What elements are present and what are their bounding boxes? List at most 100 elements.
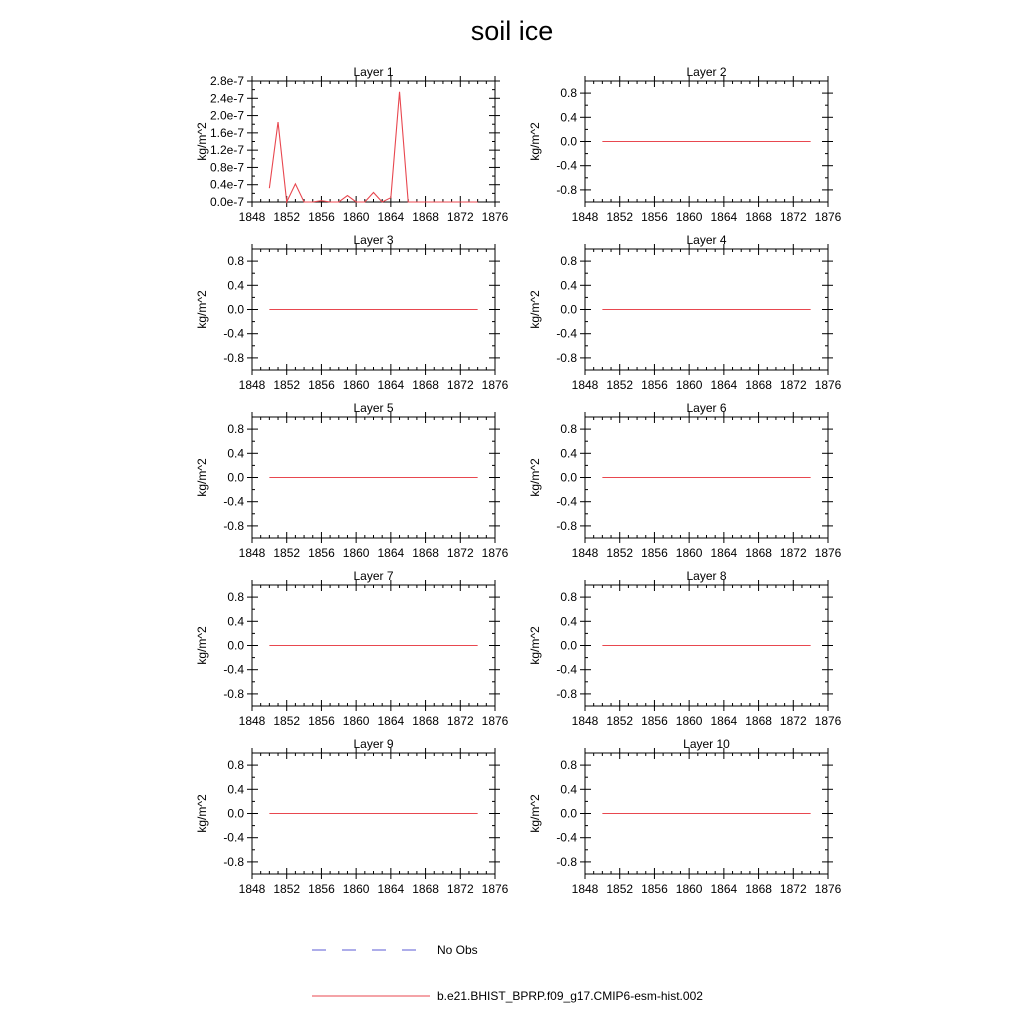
x-tick-label: 1876 (815, 882, 842, 896)
x-tick-label: 1872 (447, 210, 474, 224)
y-tick-label: 2.8e-7 (210, 74, 244, 88)
x-tick-label: 1852 (606, 546, 633, 560)
x-tick-label: 1876 (815, 714, 842, 728)
x-tick-label: 1848 (572, 546, 599, 560)
y-tick-label: -0.4 (223, 327, 244, 341)
y-tick-label: -0.8 (556, 687, 577, 701)
panel-layer-4: Layer 4 kg/m^2 1848 1852 1856 1860 1864 1868 187… (528, 233, 842, 392)
x-tick-label: 1872 (447, 546, 474, 560)
x-tick-label: 1872 (780, 714, 807, 728)
x-tick-label: 1868 (745, 882, 772, 896)
y-tick-label: 0.8 (560, 254, 577, 268)
x-tick-label: 1856 (641, 714, 668, 728)
y-tick-label: -0.8 (223, 519, 244, 533)
x-tick-label: 1848 (572, 882, 599, 896)
x-tick-label: 1852 (606, 714, 633, 728)
x-tick-label: 1872 (447, 378, 474, 392)
x-tick-label: 1872 (780, 882, 807, 896)
panel-layer-3: Layer 3 kg/m^2 1848 1852 1856 1860 1864 1868 187… (195, 233, 509, 392)
x-tick-label: 1860 (343, 882, 370, 896)
x-tick-label: 1876 (482, 546, 509, 560)
y-axis-label: kg/m^2 (195, 458, 209, 497)
y-axis-label: kg/m^2 (528, 458, 542, 497)
x-tick-label: 1868 (412, 714, 439, 728)
x-tick-label: 1860 (676, 882, 703, 896)
x-tick-label: 1876 (815, 210, 842, 224)
y-axis-label: kg/m^2 (528, 794, 542, 833)
y-tick-label: 0.0 (560, 639, 577, 653)
x-tick-label: 1848 (239, 714, 266, 728)
y-tick-label: 0.0e-7 (210, 195, 244, 209)
y-tick-label: -0.8 (556, 519, 577, 533)
x-tick-label: 1856 (641, 546, 668, 560)
x-tick-label: 1876 (482, 714, 509, 728)
y-tick-label: -0.8 (223, 855, 244, 869)
x-tick-label: 1852 (606, 882, 633, 896)
y-tick-label: -0.8 (556, 183, 577, 197)
x-tick-label: 1860 (343, 546, 370, 560)
y-tick-label: -0.4 (223, 495, 244, 509)
x-tick-label: 1848 (239, 378, 266, 392)
x-tick-label: 1860 (676, 546, 703, 560)
x-tick-label: 1868 (745, 210, 772, 224)
panel-title: Layer 8 (686, 569, 726, 583)
panel-title: Layer 7 (353, 569, 393, 583)
panel-title: Layer 1 (353, 65, 393, 79)
legend-label-2: b.e21.BHIST_BPRP.f09_g17.CMIP6-esm-hist.… (437, 989, 703, 1003)
y-axis-label: kg/m^2 (528, 626, 542, 665)
x-tick-label: 1856 (308, 882, 335, 896)
x-tick-label: 1848 (572, 378, 599, 392)
y-tick-label: -0.8 (556, 351, 577, 365)
panel-layer-7: Layer 7 kg/m^2 1848 1852 1856 1860 1864 1868 187… (195, 569, 509, 728)
y-tick-label: -0.4 (223, 831, 244, 845)
y-tick-label: -0.4 (556, 495, 577, 509)
x-tick-label: 1848 (239, 882, 266, 896)
x-tick-label: 1868 (412, 378, 439, 392)
x-tick-label: 1860 (676, 714, 703, 728)
x-tick-label: 1860 (343, 210, 370, 224)
legend-label-1: No Obs (437, 943, 478, 957)
x-tick-label: 1872 (780, 210, 807, 224)
x-tick-label: 1876 (482, 882, 509, 896)
x-tick-label: 1864 (378, 378, 405, 392)
y-tick-label: 2.4e-7 (210, 91, 244, 105)
y-tick-label: -0.4 (556, 831, 577, 845)
x-tick-label: 1872 (447, 714, 474, 728)
y-tick-label: 0.8e-7 (210, 160, 244, 174)
legend: No Obs b.e21.BHIST_BPRP.f09_g17.CMIP6-esm… (312, 943, 703, 1003)
y-tick-label: 0.0 (560, 807, 577, 821)
x-tick-label: 1868 (412, 210, 439, 224)
panel-layer-1: Layer 1 kg/m^2 1848 1852 1856 1860 1864 1868 187… (195, 65, 509, 224)
y-tick-label: 0.8 (560, 422, 577, 436)
y-tick-label: 0.0 (227, 807, 244, 821)
y-tick-label: 0.4 (560, 782, 577, 796)
x-tick-label: 1852 (273, 714, 300, 728)
y-tick-label: -0.4 (223, 663, 244, 677)
panel-layer-10: Layer 10 kg/m^2 1848 1852 1856 1860 1864 1868 18… (528, 737, 842, 896)
x-tick-label: 1852 (273, 882, 300, 896)
panel-title: Layer 9 (353, 737, 393, 751)
panel-title: Layer 10 (683, 737, 730, 751)
y-tick-label: 0.0 (560, 135, 577, 149)
x-tick-label: 1864 (378, 714, 405, 728)
y-tick-label: 0.8 (560, 758, 577, 772)
y-tick-label: 0.4 (560, 614, 577, 628)
y-tick-label: -0.8 (223, 351, 244, 365)
y-tick-label: 0.8 (227, 758, 244, 772)
y-tick-label: 1.2e-7 (210, 143, 244, 157)
y-tick-label: 2.0e-7 (210, 109, 244, 123)
panel-title: Layer 6 (686, 401, 726, 415)
panel-title: Layer 2 (686, 65, 726, 79)
y-axis-label: kg/m^2 (528, 290, 542, 329)
x-tick-label: 1856 (308, 378, 335, 392)
y-tick-label: 0.4 (227, 446, 244, 460)
y-tick-label: 0.8 (227, 422, 244, 436)
x-tick-label: 1864 (711, 882, 738, 896)
x-tick-label: 1860 (676, 378, 703, 392)
y-tick-label: 0.4e-7 (210, 178, 244, 192)
y-axis-label: kg/m^2 (195, 626, 209, 665)
y-tick-label: 0.4 (227, 278, 244, 292)
x-tick-label: 1856 (308, 546, 335, 560)
